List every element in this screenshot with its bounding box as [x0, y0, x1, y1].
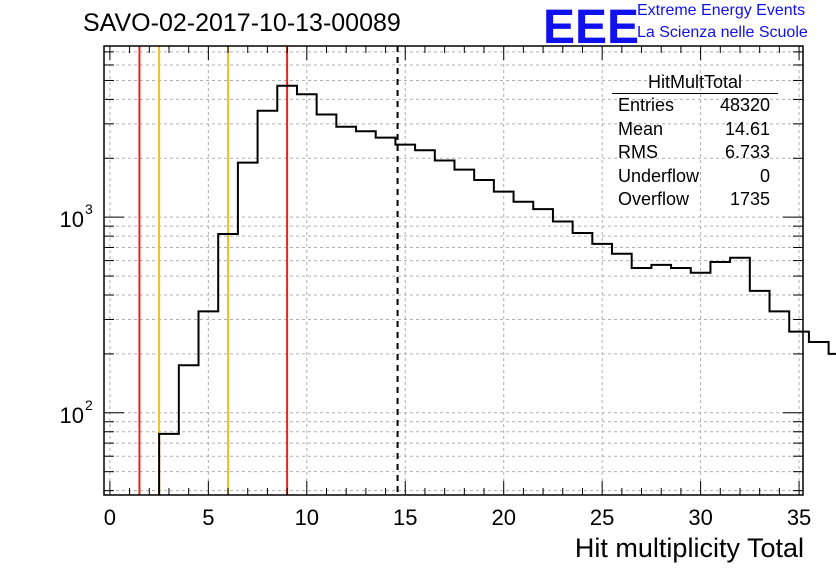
stats-label: Overflow: [618, 189, 690, 209]
stats-row-entries: Entries 48320: [612, 94, 778, 118]
stats-value: 14.61: [724, 118, 770, 139]
y-tick-label-exponent: 3: [85, 201, 93, 217]
stats-label: RMS: [618, 142, 658, 162]
x-tick-labels: 0 5 10 15 20 25 30 35: [104, 505, 812, 530]
stats-row-overflow: Overflow 1735: [612, 188, 778, 212]
chart-title: SAVO-02-2017-10-13-00089: [83, 9, 401, 37]
x-tick-label: 0: [104, 505, 116, 530]
x-tick-label: 30: [688, 505, 712, 530]
x-tick-label: 35: [787, 505, 811, 530]
logo-line-2: La Scienza nelle Scuole: [637, 24, 808, 41]
x-axis-label: Hit multiplicity Total: [574, 533, 804, 563]
y-tick-label: 10: [60, 403, 84, 428]
x-tick-label: 10: [295, 505, 319, 530]
x-tick-label: 20: [491, 505, 515, 530]
histogram-series: [158, 84, 836, 495]
x-tick-label: 25: [590, 505, 614, 530]
plot-frame: [103, 45, 804, 496]
axis-ticks: [104, 46, 803, 495]
grid-lines: [104, 46, 803, 495]
x-tick-label: 5: [202, 505, 214, 530]
eee-logo: EEE: [543, 1, 640, 54]
stats-value: 0: [759, 165, 770, 186]
marker-lines: [138, 46, 399, 495]
stats-title: HitMultTotal: [612, 72, 778, 94]
logo-line-1: Extreme Energy Events: [637, 2, 806, 19]
stats-value: 1735: [729, 189, 770, 209]
stats-row-mean: Mean 14.61: [612, 118, 778, 142]
stats-label: Entries: [618, 95, 675, 115]
x-tick-label: 15: [393, 505, 417, 530]
stats-box: HitMultTotal Entries 48320 Mean 14.61 RM…: [612, 72, 778, 212]
stats-value: 6.733: [724, 142, 770, 162]
stats-row-rms: RMS 6.733: [612, 141, 778, 165]
stats-value: 48320: [719, 95, 770, 115]
y-tick-label: 10: [60, 207, 84, 232]
y-tick-label-exponent: 2: [85, 397, 93, 413]
stats-label: Underflow: [618, 165, 700, 186]
stats-row-underflow: Underflow 0: [612, 165, 778, 189]
stats-label: Mean: [618, 118, 664, 139]
